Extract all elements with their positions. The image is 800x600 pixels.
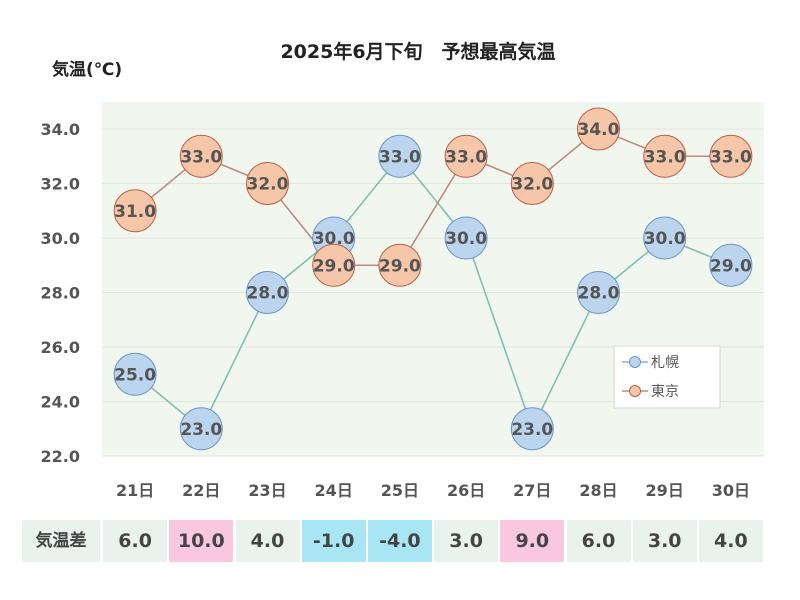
legend-label: 札幌 — [651, 355, 679, 371]
data-point — [510, 162, 554, 205]
x-tick-label: 24日 — [315, 481, 353, 500]
data-point — [709, 243, 753, 287]
data-point — [444, 216, 488, 260]
data-point — [113, 189, 157, 233]
diff-value-cell: -4.0 — [367, 520, 432, 562]
diff-row-label: 気温差 — [22, 520, 100, 562]
diff-value-cell: 3.0 — [632, 520, 697, 562]
y-axis-ticks: 22.0 24.0 26.0 28.0 30.0 32.0 34.0 — [41, 120, 80, 466]
data-point — [643, 216, 687, 260]
data-point — [246, 271, 289, 314]
data-label: 23.0 — [511, 420, 553, 440]
x-tick-label: 29日 — [646, 481, 684, 500]
data-label: 29.0 — [379, 256, 421, 276]
legend-marker — [629, 385, 641, 397]
series-markers: 25.0 23.0 28.0 30.0 33.0 30.0 23.0 28.0 30.0 29.0… — [113, 107, 753, 451]
data-point — [378, 243, 422, 287]
data-point — [246, 162, 289, 205]
data-label: 29.0 — [710, 256, 752, 276]
y-axis-label: 気温(℃) — [51, 59, 122, 80]
legend-box — [613, 345, 721, 409]
data-point — [179, 134, 223, 178]
data-label: 33.0 — [710, 147, 752, 167]
data-label: 29.0 — [313, 256, 355, 276]
data-label: 33.0 — [445, 147, 487, 167]
x-tick-label: 27日 — [513, 481, 551, 500]
data-label: 32.0 — [511, 175, 553, 195]
data-point — [510, 407, 554, 451]
gridlines — [102, 128, 764, 457]
diff-value-cell: 6.0 — [566, 520, 631, 562]
y-tick-label: 30.0 — [41, 229, 80, 248]
data-label: 31.0 — [114, 202, 156, 222]
data-point — [312, 243, 356, 287]
x-tick-label: 26日 — [447, 481, 485, 500]
data-label: 28.0 — [247, 284, 289, 304]
y-tick-label: 34.0 — [41, 120, 80, 139]
series-line — [134, 128, 731, 267]
data-label: 34.0 — [578, 120, 620, 140]
data-label: 32.0 — [247, 175, 289, 195]
temperature-chart: 2025年6月下旬 予想最高気温 気温(℃) 22.0 24.0 26.0 28.0 3… — [41, 40, 764, 500]
y-tick-label: 26.0 — [41, 338, 80, 357]
data-point — [577, 271, 620, 314]
data-point — [444, 134, 488, 178]
data-label: 30.0 — [445, 229, 487, 249]
data-label: 30.0 — [644, 229, 686, 249]
diff-value-cell: 6.0 — [103, 520, 168, 562]
legend-label: 東京 — [651, 384, 679, 400]
data-point — [113, 352, 157, 396]
data-point — [709, 134, 753, 178]
x-tick-label: 28日 — [579, 481, 617, 500]
data-label: 33.0 — [379, 147, 421, 167]
data-label: 33.0 — [644, 147, 686, 167]
data-point — [179, 407, 223, 451]
x-tick-label: 21日 — [116, 481, 154, 500]
y-tick-label: 22.0 — [41, 447, 80, 466]
data-label: 23.0 — [180, 420, 222, 440]
legend-marker — [629, 356, 641, 368]
diff-value-cell: 4.0 — [235, 520, 300, 562]
data-label: 28.0 — [578, 284, 620, 304]
data-label: 30.0 — [313, 229, 355, 249]
x-tick-label: 23日 — [248, 481, 286, 500]
diff-value-cell: 4.0 — [698, 520, 763, 562]
y-tick-label: 28.0 — [41, 284, 80, 303]
diff-value-cell: -1.0 — [301, 520, 366, 562]
series-line — [134, 154, 732, 431]
data-point — [378, 134, 422, 178]
data-point — [577, 107, 620, 151]
data-point — [643, 134, 687, 178]
y-tick-label: 24.0 — [41, 393, 80, 412]
data-label: 25.0 — [114, 365, 156, 385]
series-lines — [134, 128, 732, 431]
x-axis-ticks: 21日 22日 23日 24日 25日 26日 27日 28日 29日 30日 — [116, 481, 750, 500]
temperature-difference-row: 気温差 6.0 10.0 4.0 -1.0 -4.0 3.0 9.0 6.0 3.0 4.0 — [22, 520, 764, 562]
diff-value-cell: 10.0 — [169, 520, 234, 562]
chart-title: 2025年6月下旬 予想最高気温 — [280, 40, 555, 63]
data-label: 33.0 — [180, 147, 222, 167]
y-tick-label: 32.0 — [41, 175, 80, 194]
x-tick-label: 22日 — [182, 481, 220, 500]
x-tick-label: 25日 — [381, 481, 419, 500]
x-tick-label: 30日 — [712, 481, 750, 500]
diff-value-cell: 3.0 — [434, 520, 499, 562]
diff-value-cell: 9.0 — [500, 520, 565, 562]
